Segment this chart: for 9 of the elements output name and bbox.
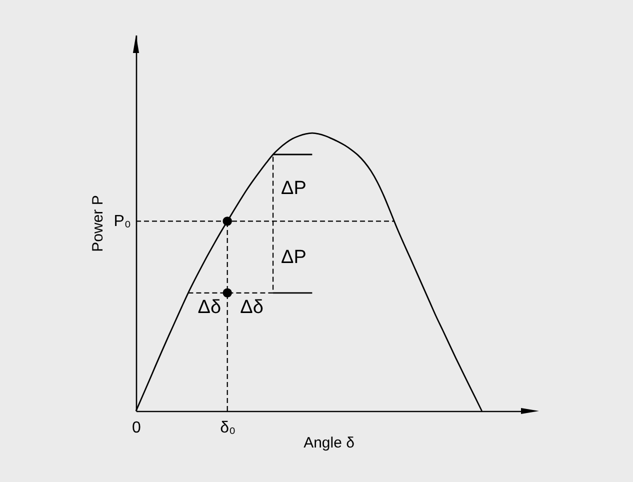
annotation: ΔP <box>281 178 306 199</box>
annotation: Δδ <box>240 296 264 318</box>
y-axis-title: Power P <box>90 195 106 252</box>
annotation: ΔP <box>281 247 306 268</box>
annotation: Δδ <box>198 296 222 318</box>
x-axis-title: Angle δ <box>304 434 354 452</box>
x-tick-label: δ₀ <box>220 420 236 436</box>
x-tick-label: 0 <box>132 420 142 436</box>
ref-line-label: P₀ <box>114 213 131 230</box>
